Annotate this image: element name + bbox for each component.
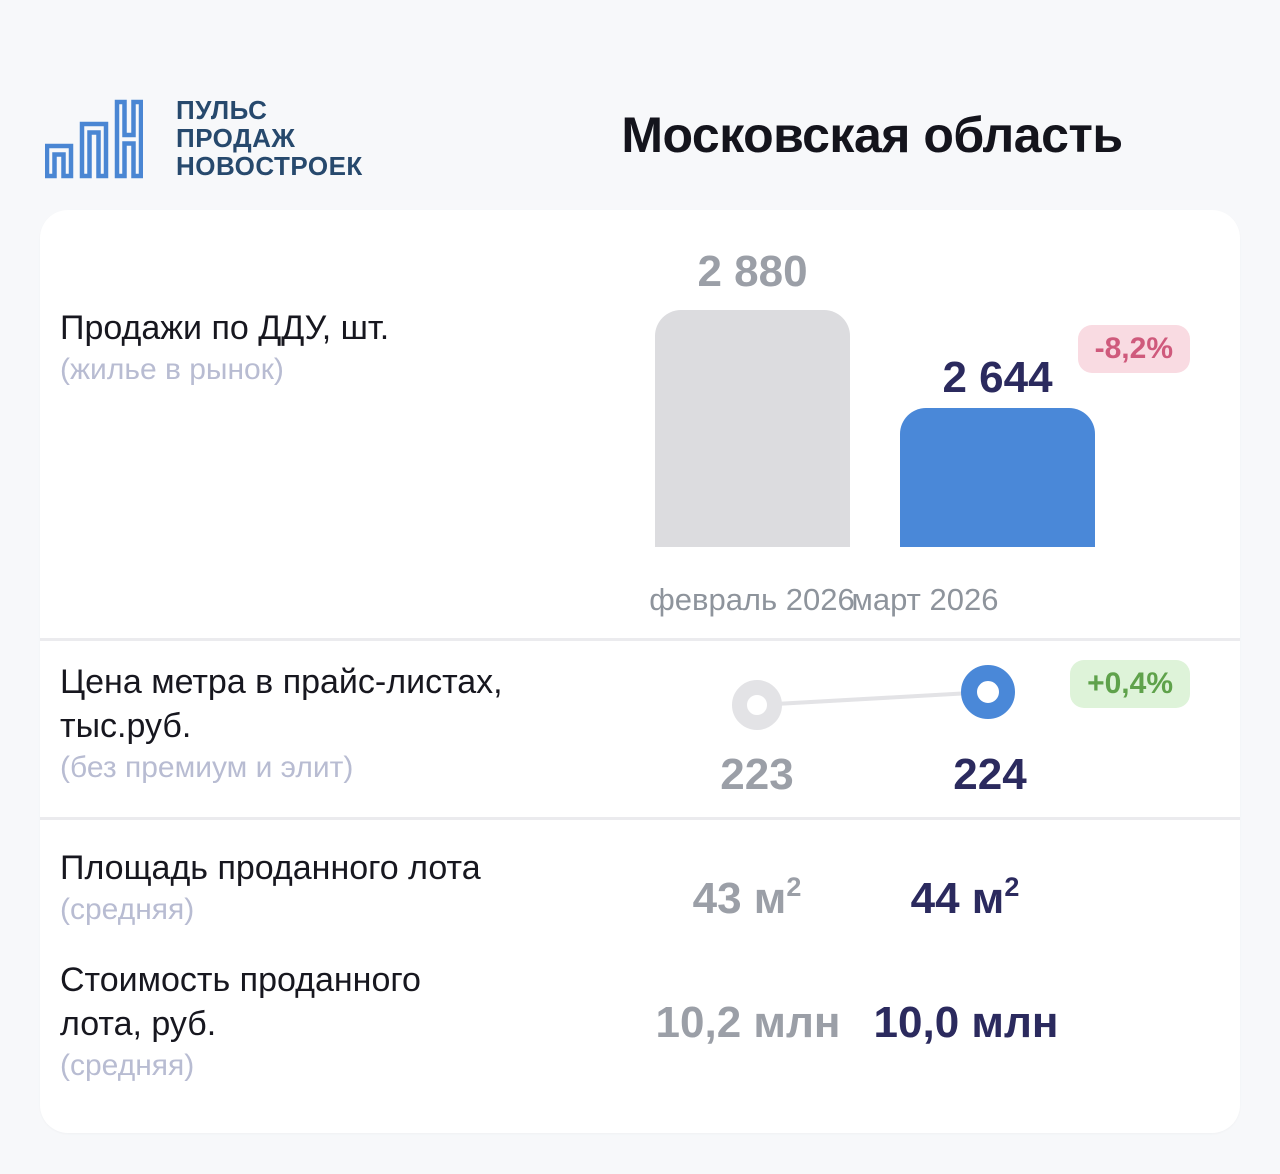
price-label-line1: Цена метра в прайс-листах, <box>60 663 503 701</box>
area-prev-number: 43 м <box>692 874 787 923</box>
area-curr-superscript: 2 <box>1004 872 1020 902</box>
brand-logo-text: ПУЛЬС ПРОДАЖ НОВОСТРОЕК <box>176 96 363 180</box>
area-section-label: Площадь проданного лота (средняя) <box>60 846 481 930</box>
bar-chart-logo-glyph <box>44 99 144 179</box>
section-divider <box>40 638 1240 641</box>
sales-curr-bar <box>900 408 1095 547</box>
sales-section-label: Продажи по ДДУ, шт. (жилье в рынок) <box>60 306 389 390</box>
area-label-text: Площадь проданного лота <box>60 849 481 887</box>
cost-prev-value: 10,2 млн <box>655 998 841 1047</box>
sales-sublabel-text: (жилье в рынок) <box>60 353 284 386</box>
stats-card: Продажи по ДДУ, шт. (жилье в рынок) 2 88… <box>40 210 1240 1133</box>
area-curr-value: 44 м2 <box>845 862 1085 924</box>
sales-change-badge: -8,2% <box>1077 325 1190 373</box>
cost-sublabel-text: (средняя) <box>60 1049 195 1082</box>
sales-prev-value: 2 880 <box>697 247 808 296</box>
section-divider <box>40 817 1240 820</box>
area-sublabel-text: (средняя) <box>60 893 195 926</box>
cost-label-line2: лота, руб. <box>60 1005 217 1043</box>
logo-line-1: ПУЛЬС <box>176 95 268 125</box>
price-trend-line <box>756 690 989 707</box>
area-curr-number: 44 м <box>910 874 1005 923</box>
area-prev-superscript: 2 <box>786 872 802 902</box>
cost-label-line1: Стоимость проданного <box>60 961 421 999</box>
page-title: Московская область <box>621 107 1123 163</box>
sales-prev-bar <box>655 310 850 547</box>
price-section-label: Цена метра в прайс-листах, тыс.руб. (без… <box>60 660 503 788</box>
price-curr-point <box>961 665 1015 719</box>
logo-line-2: ПРОДАЖ <box>176 123 296 153</box>
cost-section-label: Стоимость проданного лота, руб. (средняя… <box>60 958 421 1086</box>
price-prev-point <box>732 680 782 730</box>
area-prev-value: 43 м2 <box>627 862 867 924</box>
sales-label-text: Продажи по ДДУ, шт. <box>60 309 390 347</box>
price-curr-value: 224 <box>953 750 1027 799</box>
price-change-badge: +0,4% <box>1070 660 1190 708</box>
price-prev-value: 223 <box>720 750 794 799</box>
brand-logo-icon <box>44 99 144 181</box>
price-label-line2: тыс.руб. <box>60 707 192 745</box>
sales-curr-category: март 2026 <box>851 582 999 617</box>
cost-curr-value: 10,0 млн <box>873 998 1059 1047</box>
logo-line-3: НОВОСТРОЕК <box>176 151 363 181</box>
sales-curr-value: 2 644 <box>942 353 1053 402</box>
price-sublabel-text: (без премиум и элит) <box>60 751 354 784</box>
sales-prev-category: февраль 2026 <box>649 582 855 617</box>
